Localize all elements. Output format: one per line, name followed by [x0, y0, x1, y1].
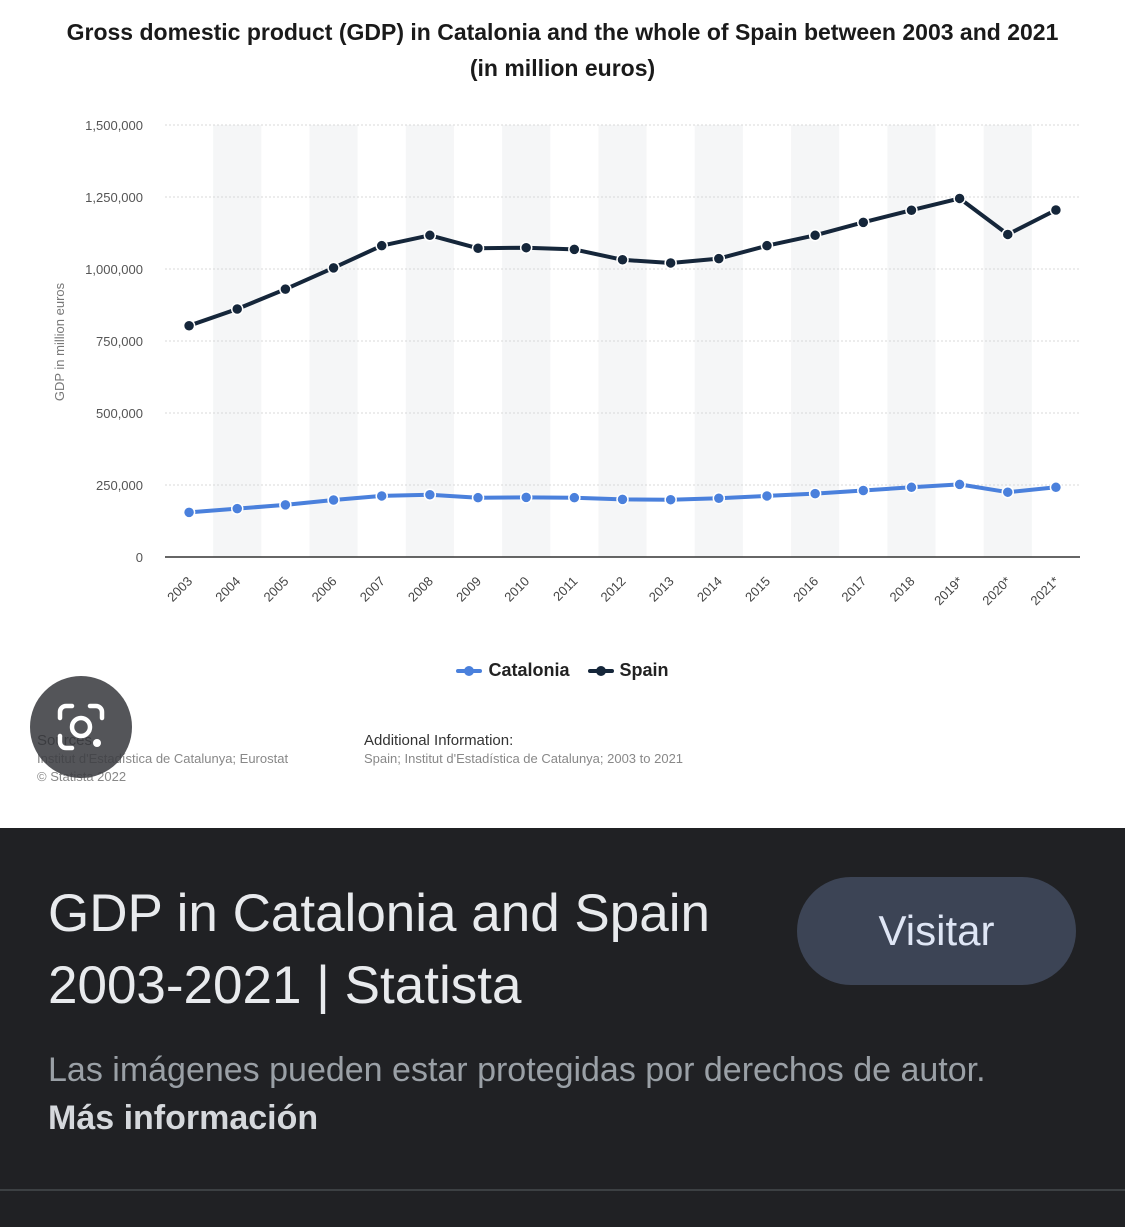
data-point-catalonia [568, 491, 581, 504]
x-tick-label: 2007 [357, 574, 388, 605]
x-tick-label: 2014 [694, 574, 725, 605]
data-point-catalonia [953, 478, 966, 491]
legend-label: Spain [619, 660, 669, 680]
y-tick-label: 0 [136, 550, 143, 565]
data-point-catalonia [616, 493, 629, 506]
x-tick-label: 2010 [501, 574, 532, 605]
data-point-catalonia [760, 489, 774, 503]
data-point-catalonia [471, 491, 485, 504]
data-point-spain [230, 302, 244, 316]
data-point-catalonia [808, 487, 822, 500]
data-point-spain [953, 192, 966, 205]
data-point-spain [760, 239, 774, 252]
lens-search-icon [57, 703, 105, 751]
lens-search-button[interactable] [30, 676, 132, 778]
copyright-text: Las imágenes pueden estar protegidas por… [48, 1051, 986, 1089]
result-title[interactable]: GDP in Catalonia and Spain 2003-2021 | S… [48, 884, 710, 1015]
data-point-spain [327, 261, 340, 275]
data-point-catalonia [905, 481, 918, 494]
legend-swatch [587, 665, 614, 676]
legend-item-catalonia[interactable]: Catalonia [456, 660, 570, 681]
data-point-catalonia [519, 491, 533, 504]
x-tick-label: 2005 [260, 574, 291, 605]
x-tick-label: 2019* [931, 574, 966, 609]
legend-item-spain[interactable]: Spain [587, 660, 669, 681]
data-point-spain [616, 253, 629, 267]
x-tick-label: 2004 [212, 574, 243, 605]
data-point-spain [471, 242, 485, 255]
data-point-catalonia [375, 489, 388, 503]
legend-swatch [456, 665, 483, 676]
data-point-spain [905, 203, 918, 217]
x-tick-label: 2017 [838, 574, 869, 605]
visit-button[interactable]: Visitar [797, 877, 1076, 985]
x-tick-label: 2020* [979, 574, 1014, 609]
chart-title: Gross domestic product (GDP) in Cataloni… [66, 19, 1059, 81]
x-tick-label: 2013 [646, 574, 677, 605]
column-band [791, 125, 840, 557]
copyright-notice: Las imágenes pueden estar protegidas por… [48, 1046, 1008, 1142]
data-point-spain [279, 282, 292, 296]
divider [0, 1189, 1125, 1191]
data-point-spain [664, 256, 677, 270]
data-point-catalonia [327, 493, 340, 507]
additional-info-line: Spain; Institut d'Estadística de Catalun… [364, 751, 684, 766]
image-preview: Gross domestic product (GDP) in Cataloni… [0, 0, 1125, 828]
chart-legend: Catalonia Spain [0, 660, 1125, 681]
data-point-catalonia [423, 488, 437, 502]
additional-info-title: Additional Information: [364, 732, 514, 749]
y-tick-label: 250,000 [96, 478, 143, 493]
x-tick-label: 2009 [453, 574, 484, 605]
x-tick-label: 2011 [550, 574, 580, 604]
data-point-catalonia [857, 484, 870, 497]
x-tick-label: 2018 [887, 574, 918, 605]
x-tick-label: 2006 [309, 574, 340, 605]
x-tick-label: 2008 [405, 574, 436, 605]
x-tick-label: 2015 [742, 574, 773, 605]
data-point-spain [808, 229, 822, 242]
y-tick-label: 500,000 [96, 406, 143, 421]
x-tick-label: 2012 [598, 574, 629, 605]
data-point-spain [1049, 203, 1063, 217]
data-point-catalonia [279, 498, 292, 512]
y-tick-label: 1,250,000 [85, 190, 143, 205]
data-point-catalonia [1001, 485, 1015, 499]
data-point-catalonia [712, 491, 726, 505]
data-point-catalonia [182, 506, 196, 519]
data-point-spain [519, 241, 533, 254]
data-point-spain [1001, 228, 1015, 241]
more-info-link[interactable]: Más información [48, 1099, 319, 1137]
line-chart: 0 250,000 500,000 750,000 1,000,000 1,250,000… [52, 118, 1080, 609]
x-tick-label: 2003 [164, 574, 195, 605]
y-tick-label: 750,000 [96, 334, 143, 349]
y-tick-label: 1,000,000 [85, 262, 143, 277]
data-point-spain [568, 243, 581, 256]
data-point-catalonia [664, 493, 677, 506]
y-axis-label: GDP in million euros [52, 282, 67, 401]
data-point-spain [375, 239, 388, 252]
data-point-spain [712, 252, 726, 265]
x-tick-label: 2016 [790, 574, 821, 605]
x-tick-label: 2021* [1027, 574, 1062, 609]
column-band [983, 125, 1032, 557]
additional-info-block: Additional Information: Spain; Institut … [364, 732, 683, 768]
y-tick-label: 1,500,000 [85, 118, 143, 133]
data-point-spain [423, 229, 437, 242]
data-point-spain [182, 319, 196, 332]
data-point-catalonia [1049, 481, 1063, 494]
data-point-catalonia [230, 502, 244, 515]
data-point-spain [857, 216, 870, 229]
legend-label: Catalonia [488, 660, 570, 680]
